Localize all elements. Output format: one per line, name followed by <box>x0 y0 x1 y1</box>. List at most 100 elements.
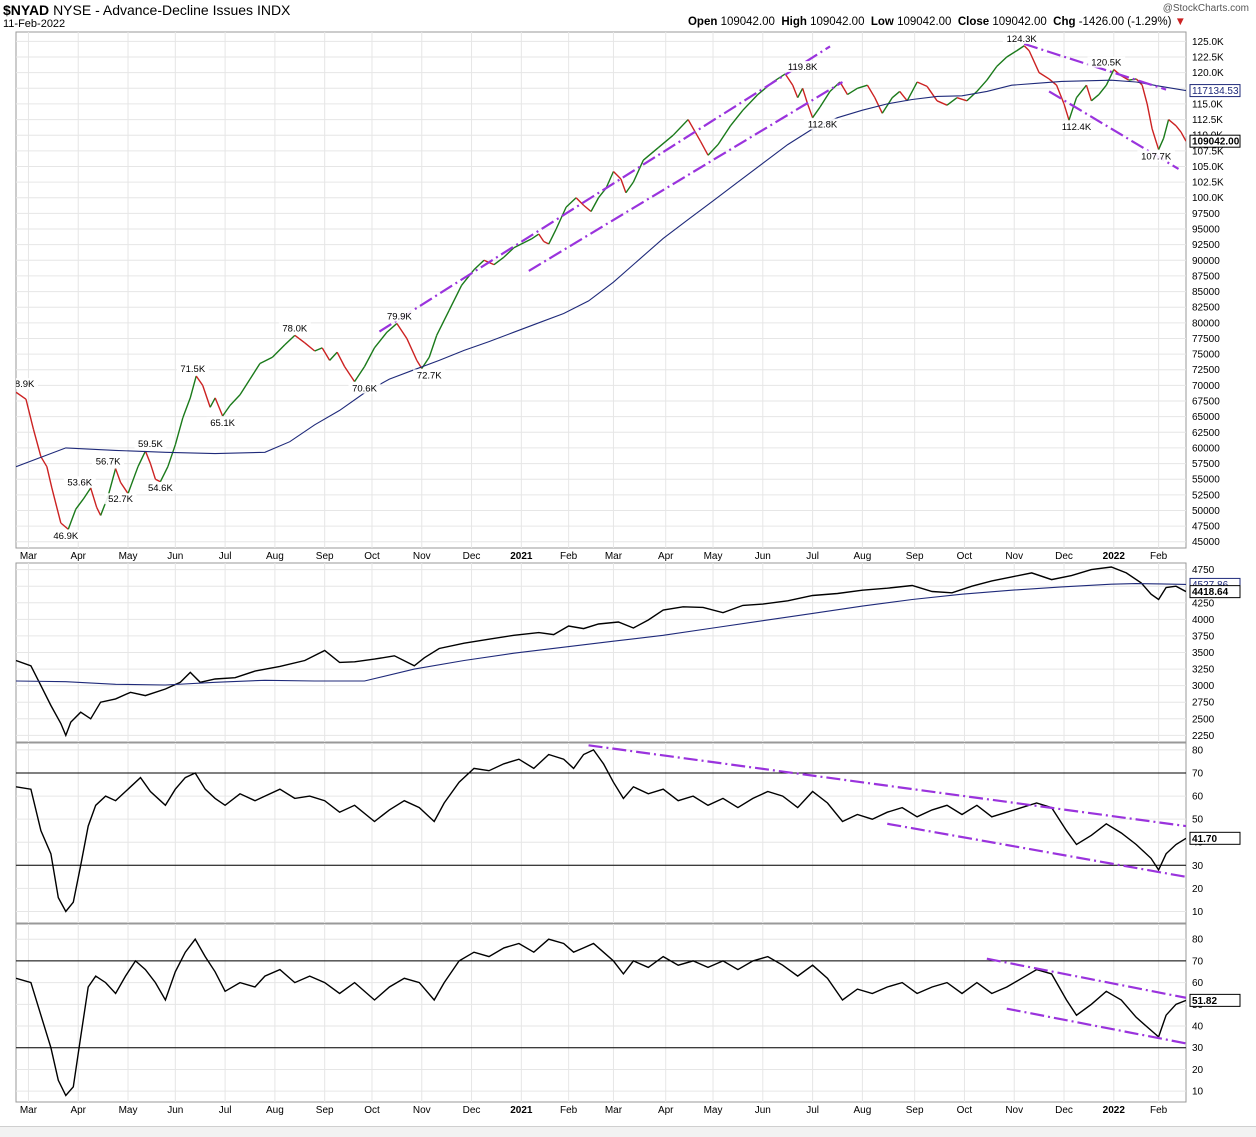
y-tick-label: 107.5K <box>1192 146 1224 157</box>
series-segment <box>344 366 356 383</box>
series-segment <box>1157 138 1165 150</box>
annotation-bg <box>49 530 82 542</box>
series-segment <box>612 170 622 180</box>
series-segment <box>605 171 615 189</box>
series-segment <box>792 84 799 98</box>
series-segment <box>1068 97 1078 121</box>
series-segment <box>996 56 1008 67</box>
series-segment <box>548 228 557 245</box>
y-tick-label: 80 <box>1192 745 1204 756</box>
x-tick-label: Feb <box>560 1105 578 1116</box>
y-tick-label: 97500 <box>1192 209 1220 220</box>
y-tick-label: 47500 <box>1192 522 1220 533</box>
series-segment <box>114 468 122 483</box>
y-tick-label: 100.0K <box>1192 193 1224 204</box>
ohlc-readout: Open 109042.00 High 109042.00 Low 109042… <box>688 16 1186 28</box>
x-tick-label: Dec <box>463 1105 481 1116</box>
y-tick-label: 30 <box>1192 861 1204 872</box>
series-segment <box>386 322 398 333</box>
x-tick-label: Dec <box>1055 1105 1073 1116</box>
annotation-label: 68.9K <box>10 379 35 390</box>
x-tick-label: 2022 <box>1103 1105 1126 1116</box>
series-segment <box>202 385 211 408</box>
series-segment <box>797 87 804 99</box>
x-tick-label: May <box>704 1105 723 1116</box>
x-tick-label: Jul <box>806 1105 819 1116</box>
series-segment <box>672 119 689 136</box>
y-tick-label: 70 <box>1192 956 1204 967</box>
series-segment <box>107 468 117 497</box>
y-tick-label: 4250 <box>1192 598 1215 609</box>
x-tick-label: Jul <box>219 1105 232 1116</box>
series-segment <box>182 397 191 419</box>
series-segment <box>632 159 644 183</box>
y-tick-label: 72500 <box>1192 365 1220 376</box>
last-value-box <box>1189 993 1241 1007</box>
series-segment <box>503 247 515 258</box>
annotation-label: 72.7K <box>417 370 442 381</box>
series-segment <box>801 88 809 105</box>
y-tick-label: 62500 <box>1192 428 1220 439</box>
x-tick-label: Sep <box>316 1105 334 1116</box>
annotation-bg <box>1087 56 1126 68</box>
series-segment <box>729 109 744 127</box>
last-value-box <box>1189 585 1241 599</box>
x-tick-label: Oct <box>957 551 973 562</box>
series-segment <box>806 103 814 118</box>
series-segment <box>25 398 35 430</box>
y-tick-label: 52500 <box>1192 490 1220 501</box>
x-tick-label: Mar <box>20 1105 38 1116</box>
last-value-label: 41.70 <box>1192 834 1217 845</box>
series-segment <box>839 81 849 95</box>
series-segment <box>373 331 388 349</box>
trendline <box>588 744 1186 828</box>
y-tick-label: 3500 <box>1192 648 1215 659</box>
y-tick-label: 75000 <box>1192 350 1220 361</box>
annotation-label: 59.5K <box>138 439 163 450</box>
high-value: 109042.00 <box>810 16 865 28</box>
x-tick-label: May <box>119 1105 138 1116</box>
x-tick-label: Mar <box>20 551 38 562</box>
annotation-label: 112.4K <box>1062 122 1092 133</box>
series-segment <box>271 344 286 358</box>
panel-2: 2250250027503000325035003750400042504500… <box>15 562 1241 743</box>
trendline <box>378 45 831 333</box>
series-segment <box>946 97 958 106</box>
y-tick-label: 120.0K <box>1192 68 1224 79</box>
x-tick-label: Jul <box>806 551 819 562</box>
annotation-bg <box>348 382 381 394</box>
annotation-label: 54.6K <box>148 483 173 494</box>
x-tick-label: Nov <box>1005 551 1023 562</box>
series-segment <box>555 206 567 230</box>
trendline <box>986 957 1186 999</box>
y-tick-label: 60 <box>1192 978 1204 989</box>
x-tick-label: Apr <box>70 1105 86 1116</box>
annotation-bg <box>134 438 167 450</box>
chart-date: 11-Feb-2022 <box>3 18 66 30</box>
series-segment <box>976 79 988 92</box>
x-tick-label: Jun <box>755 1105 771 1116</box>
series-segment <box>229 394 241 406</box>
series-segment <box>304 342 316 352</box>
x-tick-label: Nov <box>413 1105 431 1116</box>
annotation-bg <box>16 378 38 390</box>
series-segment <box>1075 84 1087 99</box>
plot-area <box>16 937 1186 1097</box>
annotation-bg <box>104 493 137 505</box>
y-tick-label: 80000 <box>1192 318 1220 329</box>
series-segment <box>473 259 485 271</box>
series--bpnya <box>16 937 1186 1097</box>
close-value: 109042.00 <box>992 16 1047 28</box>
series-segment <box>784 73 794 86</box>
series-segment <box>1180 131 1186 142</box>
series-segment <box>428 335 438 358</box>
series-segment <box>956 97 968 102</box>
series-segment <box>174 417 184 445</box>
series-segment <box>1016 45 1025 52</box>
series-segment <box>1006 50 1018 58</box>
y-tick-label: 92500 <box>1192 240 1220 251</box>
brand-watermark[interactable]: @StockCharts.com <box>1162 3 1249 14</box>
x-tick-label: Aug <box>266 551 284 562</box>
series-segment <box>642 147 659 161</box>
